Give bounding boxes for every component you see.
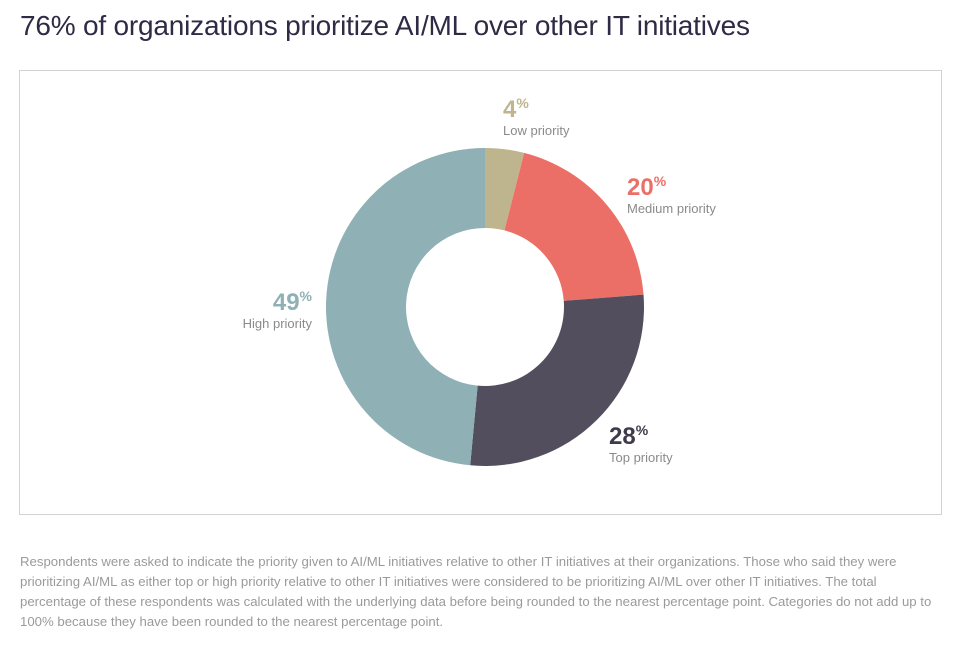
chart-container: 4% Low priority 20% Medium priority 28% Top p… bbox=[19, 70, 942, 515]
slice-high-priority bbox=[326, 148, 485, 466]
page-title: 76% of organizations prioritize AI/ML ov… bbox=[20, 10, 750, 41]
category-label-low-priority: Low priority bbox=[503, 123, 570, 138]
value-label-medium-priority: 20% bbox=[627, 173, 667, 201]
category-label-high-priority: High priority bbox=[243, 316, 313, 331]
value-label-high-priority: 49% bbox=[273, 288, 313, 316]
value-label-top-priority: 28% bbox=[609, 422, 649, 450]
slice-top-priority bbox=[470, 294, 644, 466]
category-label-medium-priority: Medium priority bbox=[627, 201, 716, 216]
value-label-low-priority: 4% bbox=[503, 95, 529, 123]
footnote: Respondents were asked to indicate the p… bbox=[20, 554, 932, 629]
slice-low-priority bbox=[485, 148, 525, 231]
category-label-top-priority: Top priority bbox=[609, 450, 673, 465]
slice-medium-priority bbox=[504, 152, 644, 301]
donut-chart: 4%Low priority 20%Medium priority 28%Top p… bbox=[243, 95, 716, 466]
